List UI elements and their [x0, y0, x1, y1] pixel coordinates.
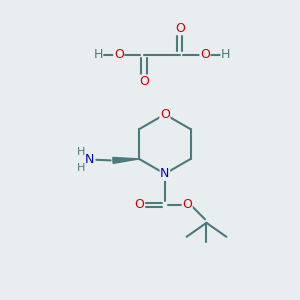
Text: O: O [135, 199, 145, 212]
Text: H: H [77, 163, 86, 173]
Text: N: N [160, 167, 170, 180]
Text: H: H [221, 48, 230, 62]
Text: O: O [175, 22, 185, 34]
Text: O: O [114, 48, 124, 62]
Polygon shape [113, 158, 139, 164]
Text: O: O [160, 108, 170, 121]
Text: H: H [77, 147, 86, 157]
Text: N: N [85, 153, 94, 166]
Text: H: H [93, 48, 103, 62]
Text: O: O [139, 75, 149, 88]
Text: O: O [182, 199, 192, 212]
Text: O: O [200, 48, 210, 62]
